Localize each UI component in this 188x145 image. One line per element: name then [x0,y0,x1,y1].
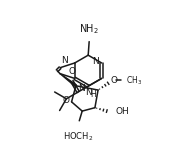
Text: N: N [86,88,92,97]
Text: O: O [68,67,75,76]
Text: CH$_3$: CH$_3$ [126,74,142,87]
Text: NH$_2$: NH$_2$ [79,22,99,36]
Text: O: O [110,76,117,85]
Text: H: H [90,90,96,99]
Polygon shape [60,74,77,87]
Text: O: O [63,96,70,105]
Text: HOCH$_2$: HOCH$_2$ [63,130,93,143]
Text: N: N [92,57,99,66]
Text: N: N [79,84,85,93]
Text: OH: OH [115,107,129,116]
Text: N: N [61,56,68,65]
